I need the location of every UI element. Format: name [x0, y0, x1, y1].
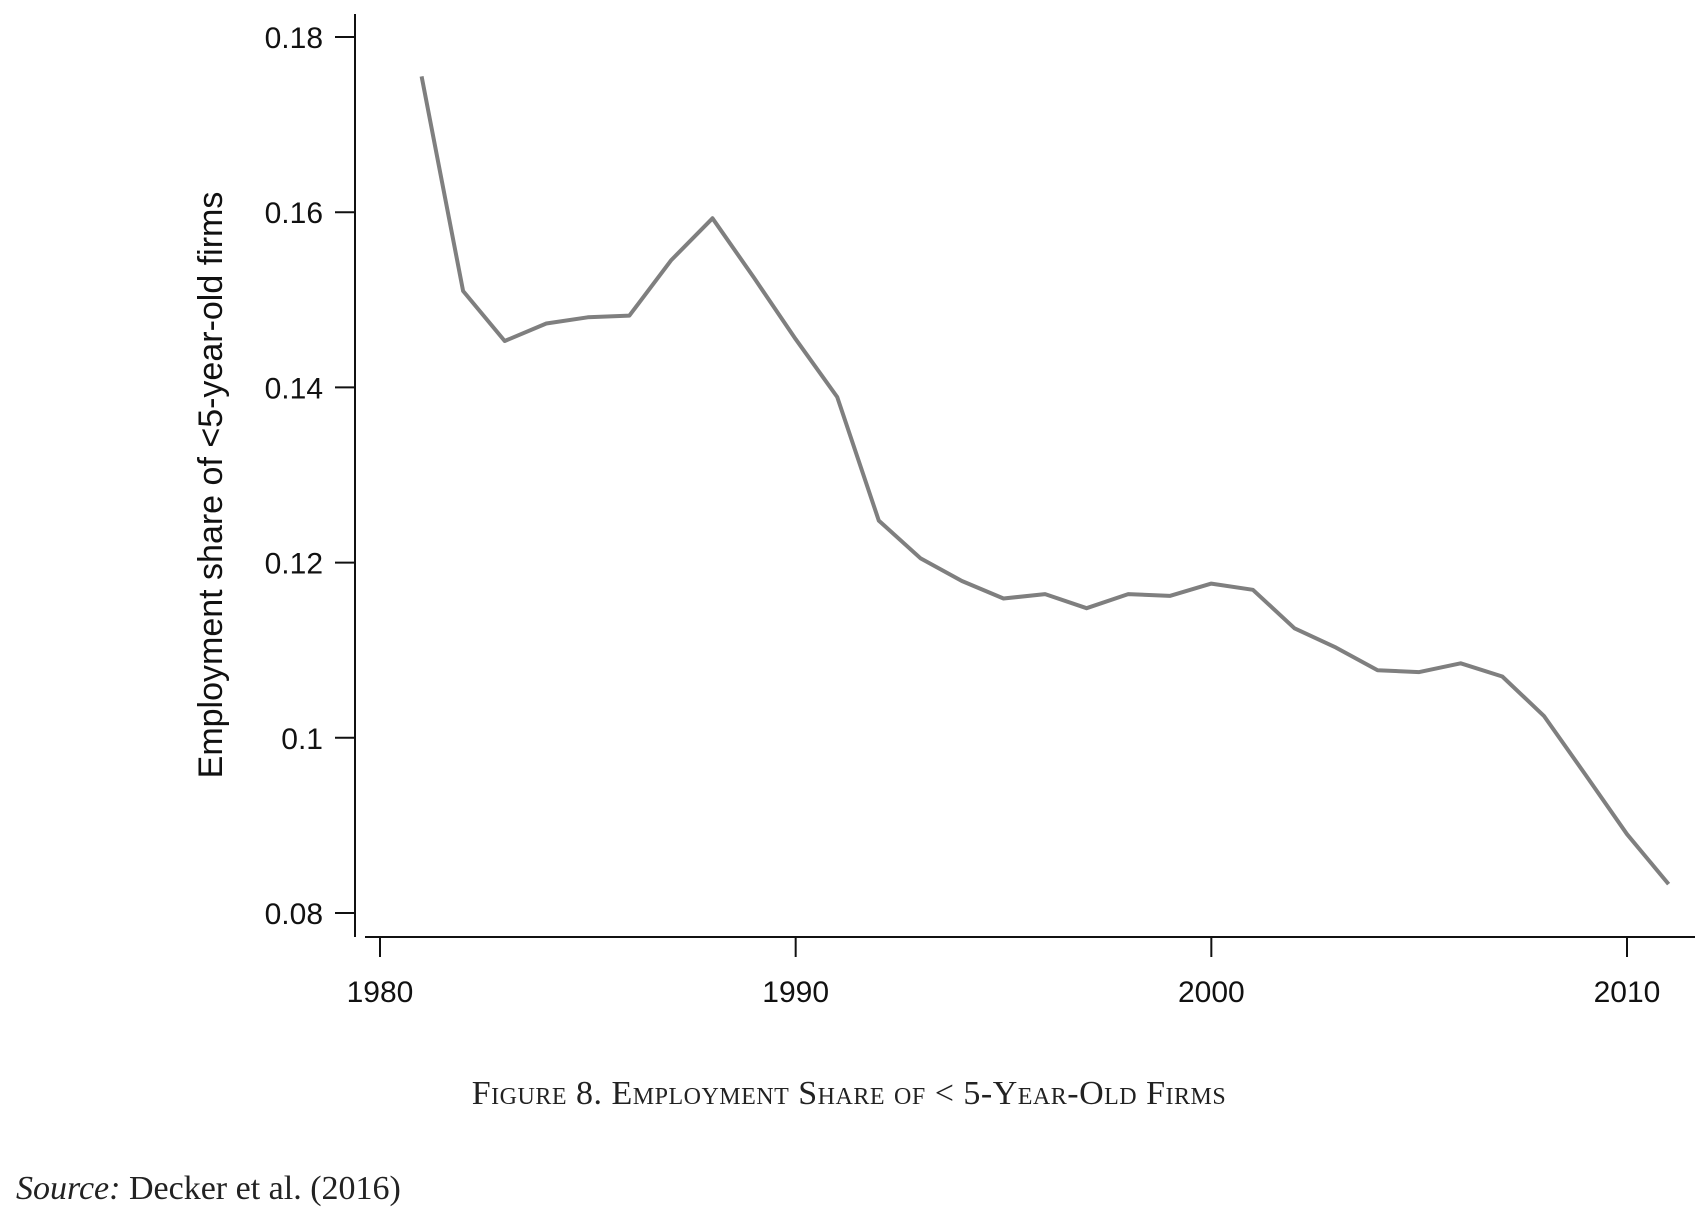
y-tick-label: 0.12: [265, 548, 323, 581]
figure-caption: Figure 8. Employment Share of < 5-Year-O…: [471, 1075, 1227, 1112]
source-label: Source:: [16, 1170, 121, 1207]
x-tick-label: 2010: [1594, 976, 1661, 1009]
x-axis: 1980 1990 2000 2010: [347, 936, 1695, 1009]
y-tick-label: 0.14: [265, 372, 323, 405]
y-tick-label: 0.08: [265, 898, 323, 931]
series-line: [419, 76, 1671, 886]
y-axis-title: Employment share of <5-year-old firms: [192, 192, 230, 779]
line-chart: 0.08 0.1 0.12 0.14 0.16 0.18 1980 1990 2000 2010…: [192, 14, 1695, 1009]
source-note: Source: Decker et al. (2016): [16, 1170, 401, 1208]
y-tick-label: 0.16: [265, 197, 323, 230]
y-tick-label: 0.1: [281, 723, 323, 756]
x-tick-label: 2000: [1178, 976, 1245, 1009]
source-text: Decker et al. (2016): [120, 1170, 401, 1207]
y-tick-label: 0.18: [265, 22, 323, 55]
series: [419, 76, 1671, 886]
x-tick-label: 1980: [347, 976, 414, 1009]
x-tick-label: 1990: [762, 976, 829, 1009]
y-axis: 0.08 0.1 0.12 0.14 0.16 0.18: [265, 14, 356, 937]
